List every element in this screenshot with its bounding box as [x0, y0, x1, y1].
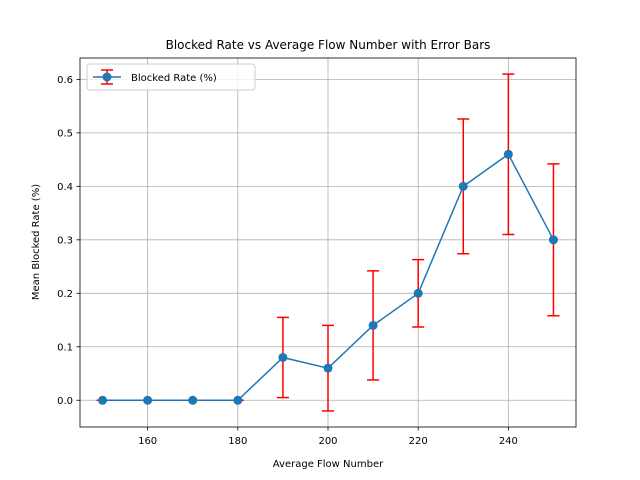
data-point [143, 395, 153, 405]
x-axis-ticks: 160 180 200 220 240 [138, 427, 518, 447]
legend-label: Blocked Rate (%) [131, 73, 217, 84]
data-point [233, 395, 243, 405]
x-tick-label: 220 [409, 436, 428, 447]
y-tick-label: 0.0 [57, 396, 73, 407]
data-point [323, 363, 333, 373]
data-point [503, 149, 513, 159]
chart-title: Blocked Rate vs Average Flow Number with… [166, 38, 491, 52]
y-axis-label: Mean Blocked Rate (%) [31, 184, 42, 300]
x-tick-label: 200 [318, 436, 337, 447]
data-point [188, 395, 198, 405]
x-tick-label: 240 [499, 436, 518, 447]
y-axis-ticks: 0.0 0.1 0.2 0.3 0.4 0.5 0.6 [57, 75, 80, 407]
y-tick-label: 0.5 [57, 128, 73, 139]
data-point [413, 288, 423, 298]
data-points [98, 149, 558, 405]
x-tick-label: 180 [228, 436, 247, 447]
legend: Blocked Rate (%) [86, 63, 256, 91]
data-point [548, 235, 558, 245]
data-point [458, 181, 468, 191]
legend-marker-swatch [102, 72, 112, 82]
data-point [368, 320, 378, 330]
y-tick-label: 0.3 [57, 235, 73, 246]
y-tick-label: 0.4 [57, 182, 73, 193]
y-tick-label: 0.6 [57, 75, 73, 86]
legend-box [86, 63, 256, 91]
x-tick-label: 160 [138, 436, 157, 447]
x-axis-label: Average Flow Number [273, 459, 384, 470]
data-point [278, 352, 288, 362]
y-tick-label: 0.1 [57, 342, 73, 353]
y-tick-label: 0.2 [57, 289, 73, 300]
data-point [98, 395, 108, 405]
